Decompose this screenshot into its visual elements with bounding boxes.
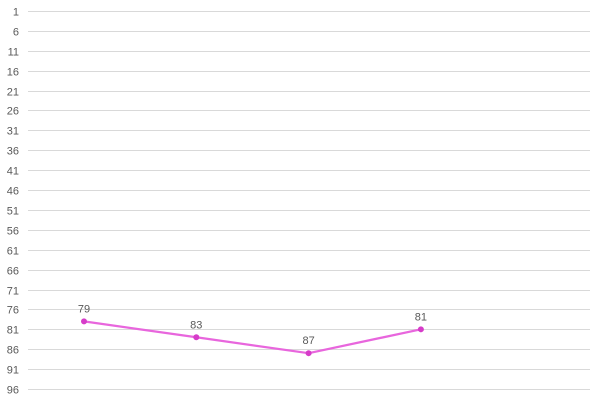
data-point xyxy=(193,334,200,341)
data-point xyxy=(417,326,424,333)
y-tick-label: 36 xyxy=(7,146,19,158)
y-tick-label: 76 xyxy=(7,305,19,317)
y-tick-label: 66 xyxy=(7,266,19,278)
data-label: 81 xyxy=(415,311,427,323)
y-tick-label: 46 xyxy=(7,186,19,198)
y-tick-label: 6 xyxy=(13,27,19,39)
data-point xyxy=(81,318,87,325)
data-labels: 79 83 87 81 xyxy=(78,303,427,347)
data-point xyxy=(305,350,312,357)
y-tick-label: 96 xyxy=(7,385,19,397)
y-tick-label: 1 xyxy=(13,7,19,19)
y-tick-label: 81 xyxy=(7,325,19,337)
y-tick-label: 21 xyxy=(7,87,19,99)
y-tick-label: 31 xyxy=(7,126,19,138)
data-label: 87 xyxy=(302,335,314,347)
y-tick-label: 86 xyxy=(7,345,19,357)
series-line xyxy=(82,320,423,355)
y-tick-label: 26 xyxy=(7,106,19,118)
y-tick-label: 56 xyxy=(7,226,19,238)
series-layer xyxy=(81,318,424,357)
y-tick-label: 61 xyxy=(7,246,19,258)
data-label: 79 xyxy=(78,303,90,315)
data-label: 83 xyxy=(190,319,202,331)
y-tick-label: 11 xyxy=(8,47,19,59)
y-tick-label: 41 xyxy=(7,166,19,178)
y-tick-label: 16 xyxy=(7,67,19,79)
y-tick-label: 91 xyxy=(7,365,19,377)
gridlines xyxy=(28,11,590,390)
y-tick-label: 51 xyxy=(7,206,19,218)
y-tick-label: 71 xyxy=(7,286,19,298)
